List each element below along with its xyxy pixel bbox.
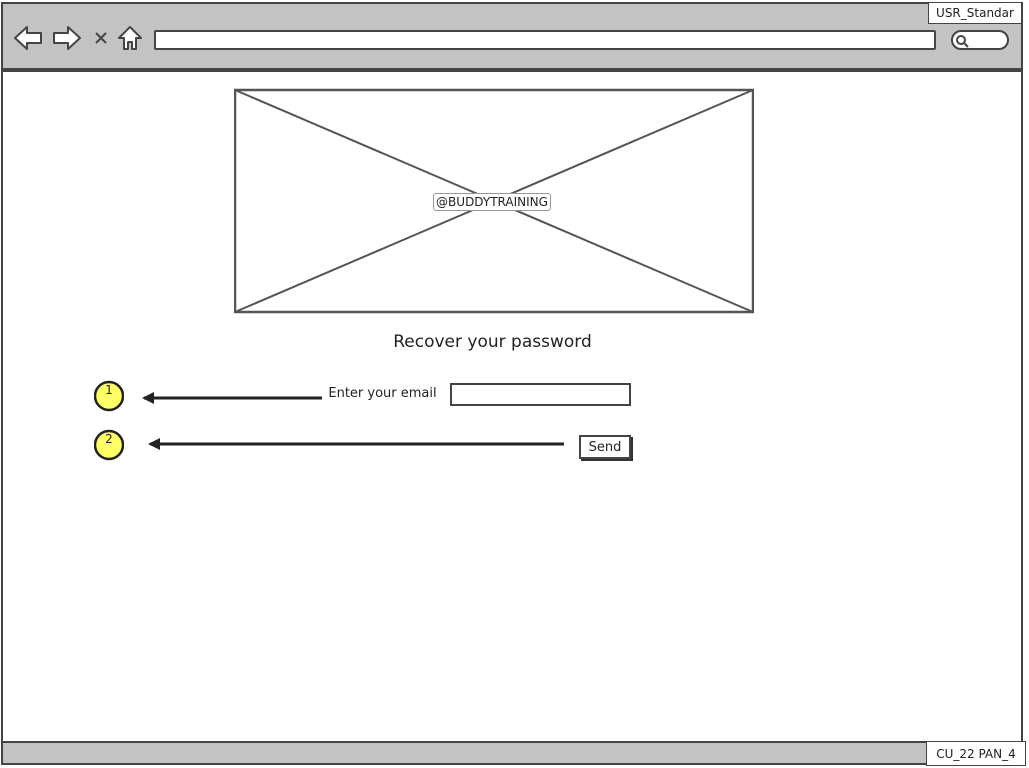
logo-label: @BUDDYTRAINING [433,193,551,211]
logo-image-placeholder [234,88,754,314]
toolbar-divider [3,68,1021,70]
home-icon[interactable] [115,20,145,56]
screen-id-tag: CU_22 PAN_4 [926,741,1026,766]
email-label: Enter your email [328,386,437,401]
search-field[interactable] [951,30,1009,50]
annotation-marker-2: 2 [93,429,125,461]
page-title: Recover your password [393,332,592,352]
annotation-number: 2 [105,432,113,446]
annotation-marker-1: 1 [93,380,125,412]
address-bar[interactable] [154,30,936,50]
status-bar [1,741,1023,765]
user-tag: USR_Standar [928,2,1022,24]
arrow-1 [142,392,322,404]
send-button[interactable]: Send [579,435,631,459]
back-arrow-icon[interactable] [12,20,44,56]
email-field[interactable] [450,383,631,406]
annotation-number: 1 [105,383,113,397]
search-icon [956,35,969,48]
close-icon[interactable] [91,20,111,56]
forward-arrow-icon[interactable] [51,20,83,56]
arrow-2 [148,438,564,450]
